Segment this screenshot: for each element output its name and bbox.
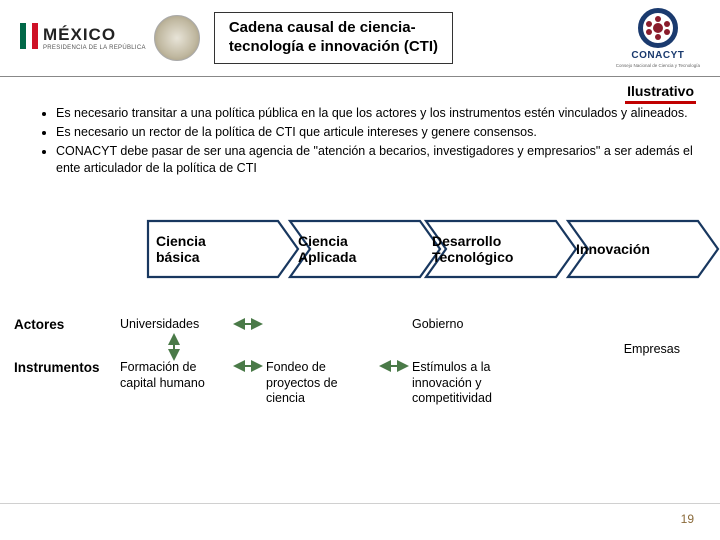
actors-row: Actores Universidades Gobierno [0,313,720,337]
double-arrow-icon [230,318,266,330]
mexico-sublabel: PRESIDENCIA DE LA REPÚBLICA [43,45,146,51]
actor-cell-2: Gobierno [412,317,542,333]
stage-label-0: Cienciabásica [156,233,206,267]
double-arrow-icon [230,360,266,372]
mexico-label: MÉXICO [43,25,146,45]
conacyt-label: CONACYT [631,50,684,61]
causal-chain: Cienciabásica CienciaAplicada Desarrollo… [0,203,720,303]
instrument-cell-1: Fondeo de proyectos de ciencia [266,360,376,407]
page-number: 19 [681,512,694,526]
illustrative-tag: Ilustrativo [0,83,720,101]
mexico-flag-icon [20,23,38,54]
double-arrow-icon [376,360,412,372]
bullet-item: Es necesario un rector de la política de… [56,124,694,141]
stage-label-2: DesarrolloTecnológico [432,233,513,267]
rows-area: Actores Universidades Gobierno Empresas … [0,313,720,412]
footer-divider [0,503,720,504]
instruments-label: Instrumentos [14,360,120,375]
empresas-label: Empresas [0,342,720,356]
seal-icon [154,15,200,61]
illustrative-text: Ilustrativo [625,83,696,104]
conacyt-logo: CONACYT Consejo Nacional de Ciencia y Te… [616,8,700,68]
bullet-list: Es necesario transitar a una política pú… [0,105,720,177]
actor-cell-0: Universidades [120,317,230,333]
title-line-1: Cadena causal de ciencia- [229,19,438,38]
actors-label: Actores [14,317,120,332]
instrument-cell-2: Estímulos a la innovación y competitivid… [412,360,542,407]
double-arrow-vertical-icon [168,332,180,365]
conacyt-sublabel: Consejo Nacional de Ciencia y Tecnología [616,63,700,68]
stage-label-1: CienciaAplicada [298,233,356,267]
slide-title: Cadena causal de ciencia- tecnología e i… [214,12,453,64]
bullet-item: Es necesario transitar a una política pú… [56,105,694,122]
instruments-row: Instrumentos Formación de capital humano… [0,356,720,411]
header: MÉXICO PRESIDENCIA DE LA REPÚBLICA Caden… [0,0,720,74]
title-line-2: tecnología e innovación (CTI) [229,38,438,57]
bullet-item: CONACYT debe pasar de ser una agencia de… [56,143,694,177]
mexico-logo: MÉXICO PRESIDENCIA DE LA REPÚBLICA [20,23,146,54]
header-divider [0,76,720,77]
stage-label-3: Innovación [576,241,650,258]
conacyt-icon [638,8,678,48]
